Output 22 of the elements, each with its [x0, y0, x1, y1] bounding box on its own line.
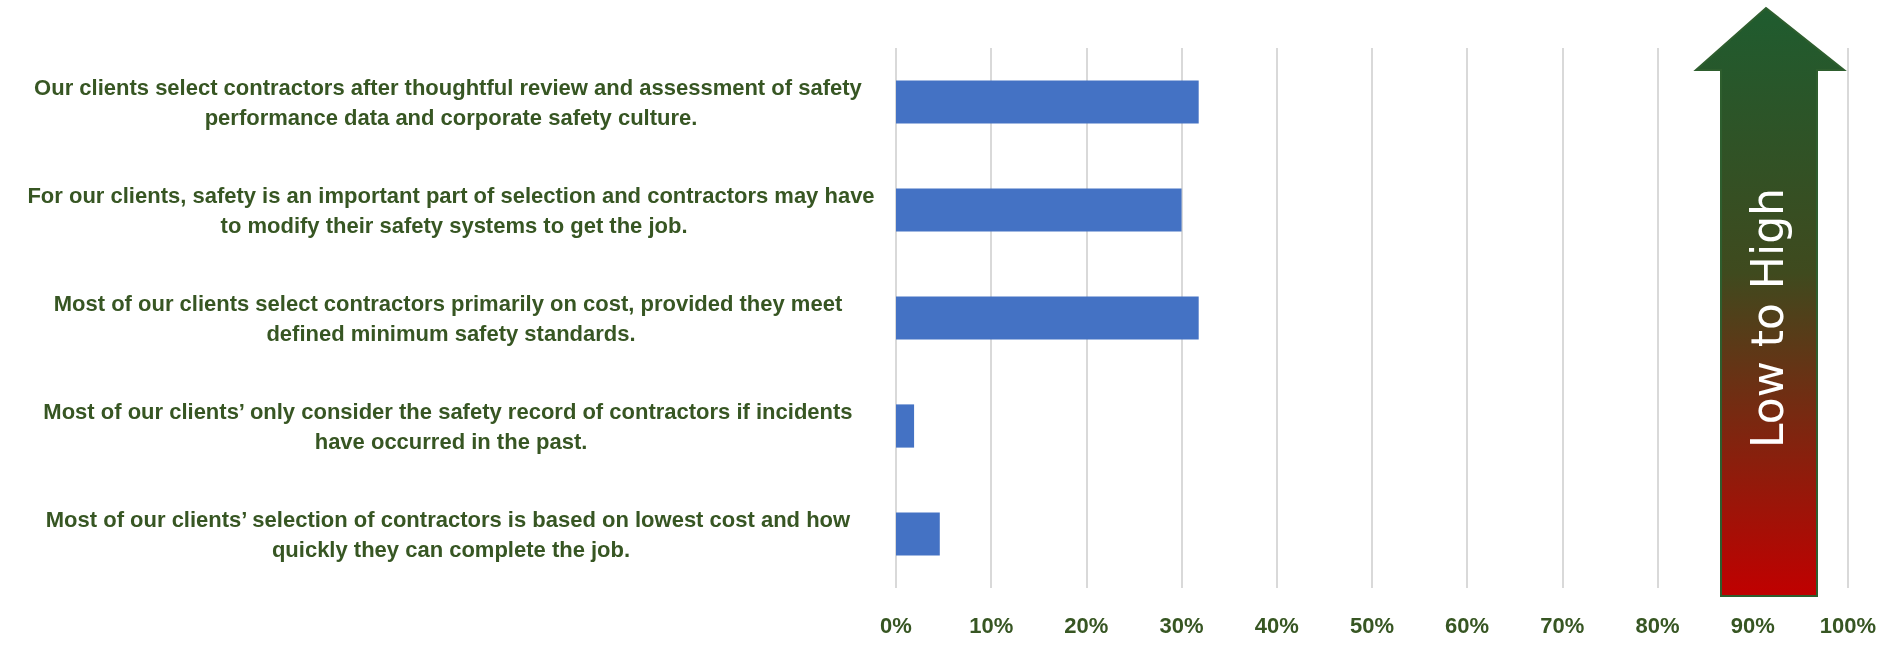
x-tick-label: 50%	[1349, 612, 1394, 638]
bar	[896, 404, 915, 448]
y-tick-label: Most of our clients’ only consider the safety record of contractors if incidents have occurred in the past.	[43, 398, 859, 454]
x-tick-label: 0%	[880, 612, 912, 638]
y-tick-label: Most of our clients’ selection of contractors is based on lowest cost and how quickly they can complete the job.	[45, 506, 857, 562]
x-tick-label: 20%	[1064, 612, 1109, 638]
x-tick-label: 60%	[1445, 612, 1490, 638]
x-tick-label: 30%	[1159, 612, 1204, 638]
x-tick-label: 100%	[1819, 612, 1877, 638]
x-tick-label: 40%	[1254, 612, 1299, 638]
x-tick-label: 70%	[1540, 612, 1585, 638]
x-tick-label: 10%	[969, 612, 1014, 638]
x-tick-label: 90%	[1730, 612, 1775, 638]
y-tick-label: Most of our clients select contractors primarily on cost, provided they meet defined minimum safety standards.	[53, 290, 849, 346]
bar	[896, 188, 1182, 232]
annotation: Low to High	[1742, 188, 1793, 448]
y-tick-label: For our clients, safety is an important part of selection and contractors may have to modify their safety systems to get the job.	[27, 182, 875, 238]
bar	[896, 512, 940, 556]
x-tick-label: 80%	[1635, 612, 1680, 638]
bar	[896, 296, 1199, 340]
y-tick-label: Our clients select contractors after thoughtful review and assessment of safety performance data and corporate safety culture.	[34, 74, 868, 130]
bar	[896, 80, 1199, 124]
